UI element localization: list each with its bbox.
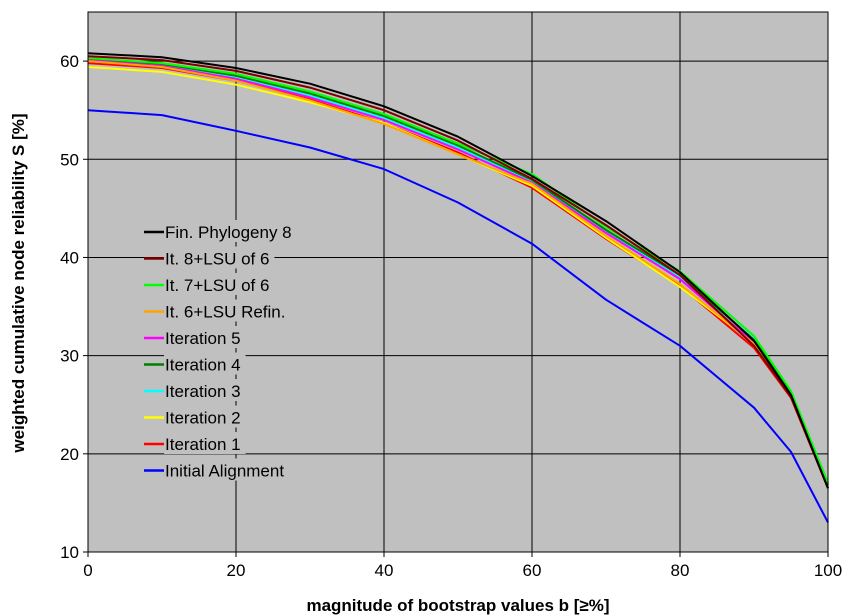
legend-label: It. 8+LSU of 6 — [165, 250, 269, 269]
legend-item: Fin. Phylogeny 8 — [144, 220, 297, 242]
y-tick-label: 40 — [60, 248, 79, 267]
y-tick-label: 30 — [60, 347, 79, 366]
legend-label-background — [164, 352, 246, 375]
legend-item: Iteration 2 — [144, 405, 246, 428]
y-tick-labels: 10 20 30 40 50 60 — [60, 52, 88, 562]
series-layer — [87, 52, 829, 523]
x-tick-label: 40 — [375, 561, 394, 580]
legend-label: Iteration 4 — [165, 356, 241, 375]
x-tick-label: 60 — [523, 561, 542, 580]
legend-item: Iteration 1 — [144, 432, 246, 454]
legend-label: Iteration 2 — [165, 409, 241, 428]
legend-label-background — [164, 458, 290, 481]
legend: Fin. Phylogeny 8 It. 8+LSU of 6 It. 7+LSU … — [144, 220, 297, 481]
legend-item: It. 8+LSU of 6 — [144, 246, 275, 269]
y-axis-title: weighted cumulative node reliability S [… — [9, 113, 28, 453]
legend-item: Initial Alignment — [144, 458, 290, 481]
x-axis-title: magnitude of bootstrap values b [≥%] — [306, 596, 609, 615]
x-tick-label: 0 — [83, 561, 92, 580]
series-line-9 — [87, 109, 829, 523]
legend-item: It. 6+LSU Refin. — [144, 299, 291, 322]
legend-label-background — [164, 326, 246, 348]
y-tick-label: 20 — [60, 445, 79, 464]
legend-label-background — [164, 379, 246, 401]
legend-label: Iteration 5 — [165, 329, 241, 348]
legend-label: Initial Alignment — [165, 462, 284, 481]
legend-item: Iteration 5 — [144, 326, 246, 348]
series-line-1 — [87, 55, 829, 489]
y-tick-label: 60 — [60, 52, 79, 71]
legend-item: Iteration 3 — [144, 379, 246, 401]
legend-label-background — [164, 432, 246, 454]
legend-label: It. 6+LSU Refin. — [165, 303, 285, 322]
x-tick-label: 20 — [227, 561, 246, 580]
legend-item: It. 7+LSU of 6 — [144, 273, 275, 295]
legend-label: Fin. Phylogeny 8 — [165, 223, 292, 242]
legend-item: Iteration 4 — [144, 352, 246, 375]
x-tick-labels: 0 20 40 60 80 100 — [83, 552, 842, 580]
series-line-0 — [87, 52, 829, 489]
legend-label-background — [164, 299, 291, 322]
x-tick-label: 100 — [814, 561, 842, 580]
x-tick-label: 80 — [671, 561, 690, 580]
series-line-3 — [87, 60, 829, 486]
legend-label-background — [164, 220, 297, 242]
legend-label-background — [164, 246, 275, 269]
legend-label: Iteration 1 — [165, 435, 241, 454]
legend-label: It. 7+LSU of 6 — [165, 276, 269, 295]
legend-label-background — [164, 273, 275, 295]
legend-label: Iteration 3 — [165, 382, 241, 401]
y-tick-label: 10 — [60, 543, 79, 562]
plot-frame — [87, 11, 829, 553]
legend-label-background — [164, 405, 246, 428]
y-tick-label: 50 — [60, 150, 79, 169]
